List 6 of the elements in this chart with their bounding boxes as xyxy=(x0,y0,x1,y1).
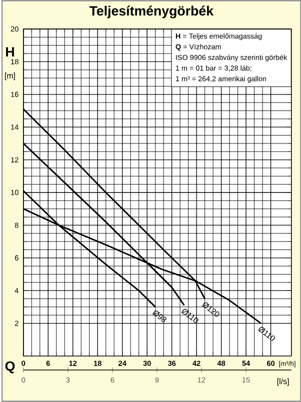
text: [m] xyxy=(4,72,15,80)
x2-axis-title: [l/s] xyxy=(277,378,289,386)
annotation: Ø98 xyxy=(152,310,166,322)
chart-title: Teljesítménygörbék xyxy=(89,6,214,18)
x-axis-title: Q xyxy=(5,361,14,374)
y-axis-title: H xyxy=(6,47,14,56)
